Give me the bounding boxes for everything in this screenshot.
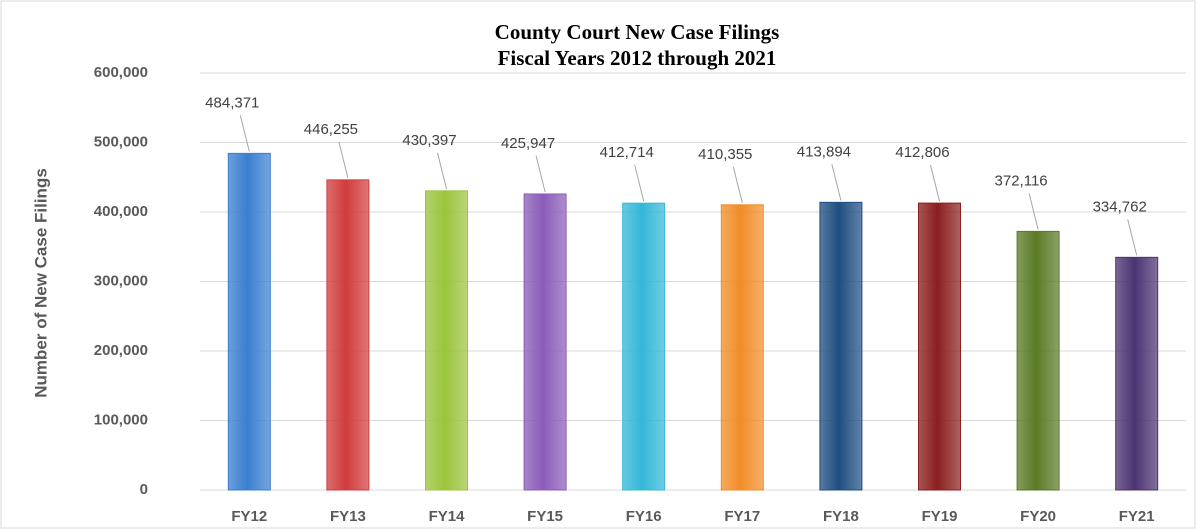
bar bbox=[819, 201, 863, 491]
x-tick-label: FY13 bbox=[330, 508, 366, 525]
leader-line bbox=[930, 164, 940, 202]
leader-line bbox=[732, 166, 743, 203]
bar bbox=[720, 204, 764, 491]
y-tick-label: 500,000 bbox=[94, 133, 148, 150]
x-tick-label: FY17 bbox=[724, 508, 760, 525]
value-label: 446,255 bbox=[304, 121, 358, 138]
x-tick-label: FY14 bbox=[429, 508, 466, 525]
value-label: 410,355 bbox=[698, 146, 752, 163]
leader-line bbox=[338, 141, 349, 178]
chart-subtitle: Fiscal Years 2012 through 2021 bbox=[498, 46, 777, 70]
leader-line bbox=[239, 115, 250, 152]
x-tick-label: FY20 bbox=[1020, 508, 1056, 525]
y-tick-label: 300,000 bbox=[94, 272, 148, 289]
chart-title: County Court New Case Filings bbox=[495, 20, 780, 44]
y-tick-label: 400,000 bbox=[94, 203, 148, 220]
y-axis-label: Number of New Case Filings bbox=[31, 168, 50, 398]
x-tick-label: FY15 bbox=[527, 508, 563, 525]
value-label: 412,714 bbox=[600, 144, 654, 161]
value-label: 425,947 bbox=[501, 135, 555, 152]
bar bbox=[227, 152, 271, 491]
value-label: 334,762 bbox=[1093, 198, 1147, 215]
x-tick-label: FY16 bbox=[626, 508, 662, 525]
leader-line bbox=[535, 155, 546, 193]
y-tick-label: 200,000 bbox=[94, 342, 148, 359]
bar bbox=[918, 202, 961, 491]
value-label: 484,371 bbox=[205, 94, 259, 111]
bar bbox=[1016, 230, 1060, 491]
x-tick-label: FY21 bbox=[1119, 508, 1155, 525]
bar bbox=[326, 179, 370, 491]
y-tick-label: 600,000 bbox=[94, 64, 148, 81]
x-tick-label: FY12 bbox=[231, 508, 267, 525]
value-label: 412,806 bbox=[895, 144, 949, 161]
bar bbox=[622, 202, 666, 491]
bar bbox=[425, 190, 468, 491]
bar bbox=[523, 193, 567, 491]
leader-line bbox=[1127, 219, 1138, 256]
leader-line bbox=[1028, 193, 1039, 230]
value-label: 413,894 bbox=[797, 143, 851, 160]
value-label: 372,116 bbox=[995, 172, 1048, 189]
y-tick-label: 100,000 bbox=[94, 411, 148, 428]
bar bbox=[1115, 256, 1159, 491]
y-tick-label: 0 bbox=[140, 481, 148, 498]
x-tick-label: FY18 bbox=[823, 508, 859, 525]
value-label: 430,397 bbox=[402, 132, 456, 149]
leader-line bbox=[634, 165, 645, 202]
leader-line bbox=[437, 152, 447, 189]
leader-line bbox=[831, 164, 842, 201]
x-tick-label: FY19 bbox=[922, 508, 958, 525]
